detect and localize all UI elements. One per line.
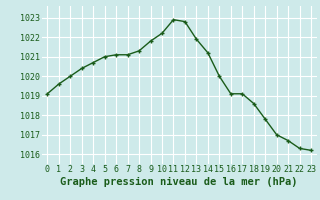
X-axis label: Graphe pression niveau de la mer (hPa): Graphe pression niveau de la mer (hPa)	[60, 177, 298, 187]
